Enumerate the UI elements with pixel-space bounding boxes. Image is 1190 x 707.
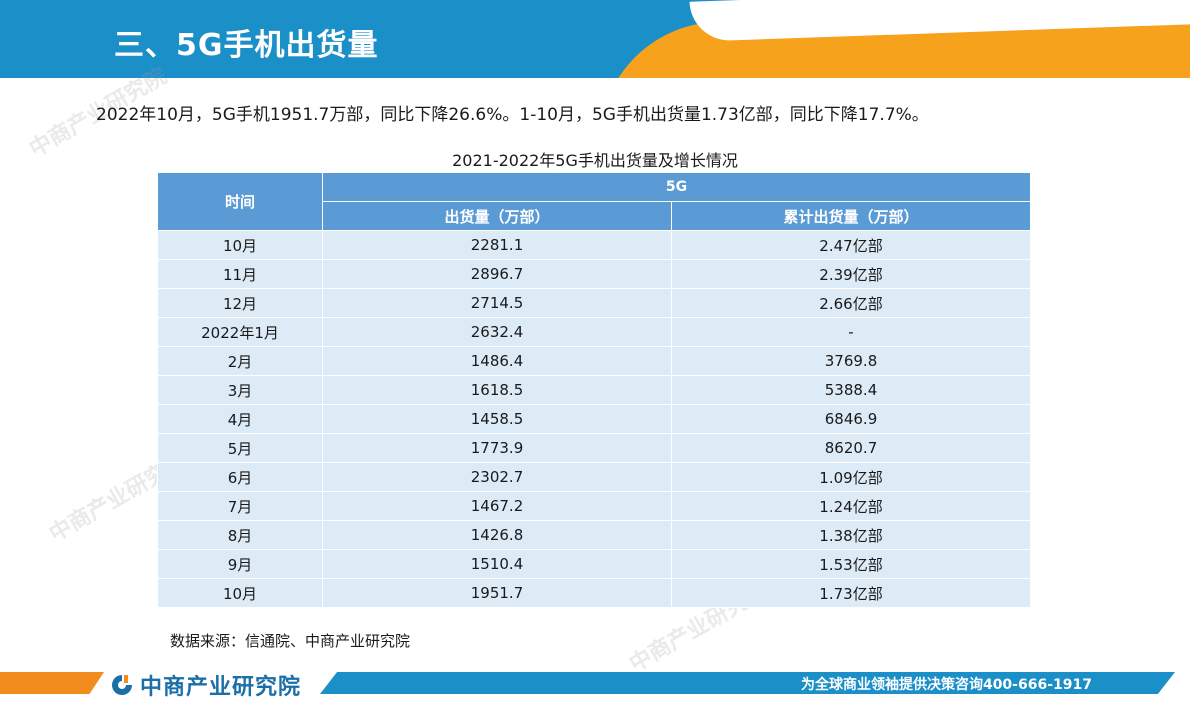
- zhongshang-logo-icon: [110, 673, 134, 697]
- cell-time: 2022年1月: [157, 317, 323, 347]
- cell-shipment: 1458.5: [322, 404, 672, 434]
- table-row: 6月 2302.7 1.09亿部: [157, 462, 1032, 492]
- table-row: 5月 1773.9 8620.7: [157, 433, 1032, 463]
- cell-shipment: 2896.7: [322, 259, 672, 289]
- footer-blue-bar: [320, 672, 1175, 694]
- cell-time: 6月: [157, 462, 323, 492]
- cell-cumulative: 6846.9: [670, 404, 1032, 434]
- shipment-table: 时间 5G 出货量（万部） 累计出货量（万部） 10月 2281.1 2.47亿部 1…: [157, 172, 1032, 608]
- data-source: 数据来源：信通院、中商产业研究院: [170, 632, 411, 650]
- cell-shipment: 2632.4: [322, 317, 672, 347]
- footer-orange-bar: [0, 672, 104, 694]
- cell-shipment: 2302.7: [322, 462, 672, 492]
- cell-shipment: 1486.4: [322, 346, 672, 376]
- cell-cumulative: 2.47亿部: [670, 230, 1032, 260]
- cell-shipment: 1467.2: [322, 491, 672, 521]
- cell-cumulative: 2.66亿部: [670, 288, 1032, 318]
- table-body: 10月 2281.1 2.47亿部 11月 2896.7 2.39亿部 12月 2714.5 2…: [157, 230, 1032, 608]
- table-row: 12月 2714.5 2.66亿部: [157, 288, 1032, 318]
- cell-time: 8月: [157, 520, 323, 550]
- cell-time: 2月: [157, 346, 323, 376]
- cell-time: 9月: [157, 549, 323, 579]
- col-header-shipment: 出货量（万部）: [322, 201, 672, 231]
- cell-cumulative: 5388.4: [670, 375, 1032, 405]
- cell-cumulative: -: [670, 317, 1032, 347]
- summary-text: 2022年10月，5G手机1951.7万部，同比下降26.6%。1-10月，5G…: [96, 105, 929, 125]
- cell-shipment: 1951.7: [322, 578, 672, 608]
- table-row: 8月 1426.8 1.38亿部: [157, 520, 1032, 550]
- cell-cumulative: 1.38亿部: [670, 520, 1032, 550]
- table-row: 4月 1458.5 6846.9: [157, 404, 1032, 434]
- footer-slogan: 为全球商业领袖提供决策咨询400-666-1917: [800, 677, 1092, 693]
- table-row: 7月 1467.2 1.24亿部: [157, 491, 1032, 521]
- cell-shipment: 2714.5: [322, 288, 672, 318]
- cell-time: 4月: [157, 404, 323, 434]
- cell-cumulative: 2.39亿部: [670, 259, 1032, 289]
- page-title: 三、5G手机出货量: [114, 28, 379, 63]
- cell-cumulative: 1.09亿部: [670, 462, 1032, 492]
- table-row: 11月 2896.7 2.39亿部: [157, 259, 1032, 289]
- cell-shipment: 2281.1: [322, 230, 672, 260]
- cell-time: 11月: [157, 259, 323, 289]
- cell-time: 10月: [157, 230, 323, 260]
- cell-cumulative: 1.73亿部: [670, 578, 1032, 608]
- cell-shipment: 1510.4: [322, 549, 672, 579]
- page-header: 三、5G手机出货量: [0, 0, 1190, 78]
- table-title: 2021-2022年5G手机出货量及增长情况: [452, 151, 738, 170]
- col-header-time: 时间: [157, 172, 323, 231]
- cell-cumulative: 8620.7: [670, 433, 1032, 463]
- cell-cumulative: 1.53亿部: [670, 549, 1032, 579]
- col-header-5g: 5G: [321, 172, 1032, 202]
- cell-shipment: 1618.5: [322, 375, 672, 405]
- cell-time: 3月: [157, 375, 323, 405]
- table-row: 10月 1951.7 1.73亿部: [157, 578, 1032, 608]
- cell-time: 10月: [157, 578, 323, 608]
- page-footer: 中商产业研究院 为全球商业领袖提供决策咨询400-666-1917: [0, 672, 1190, 700]
- table-row: 2月 1486.4 3769.8: [157, 346, 1032, 376]
- cell-cumulative: 1.24亿部: [670, 491, 1032, 521]
- table-row: 9月 1510.4 1.53亿部: [157, 549, 1032, 579]
- footer-logo: 中商产业研究院: [110, 669, 301, 701]
- cell-cumulative: 3769.8: [670, 346, 1032, 376]
- cell-time: 5月: [157, 433, 323, 463]
- cell-shipment: 1426.8: [322, 520, 672, 550]
- cell-time: 12月: [157, 288, 323, 318]
- table-row: 2022年1月 2632.4-: [157, 317, 1032, 347]
- cell-shipment: 1773.9: [322, 433, 672, 463]
- cell-time: 7月: [157, 491, 323, 521]
- col-header-cumulative: 累计出货量（万部）: [670, 201, 1032, 231]
- table-row: 10月 2281.1 2.47亿部: [157, 230, 1032, 260]
- footer-logo-text: 中商产业研究院: [140, 675, 302, 700]
- table-row: 3月 1618.5 5388.4: [157, 375, 1032, 405]
